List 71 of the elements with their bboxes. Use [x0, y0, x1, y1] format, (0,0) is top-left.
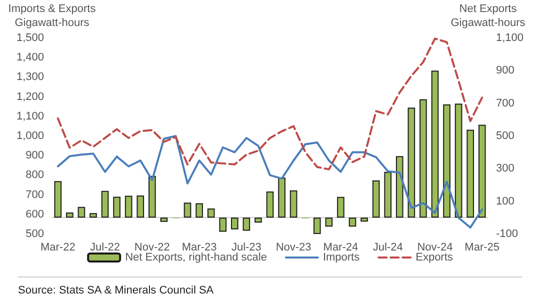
- bar: [454, 104, 462, 218]
- bar: [466, 130, 474, 218]
- legend-label: Exports: [416, 252, 454, 264]
- bar: [242, 218, 250, 231]
- y-tick-label: 800: [26, 169, 44, 182]
- x-tick-label: Jul-22: [90, 242, 120, 254]
- bar: [196, 203, 203, 218]
- x-tick-label: Jul-24: [372, 242, 403, 254]
- x-tick-label: Jul-23: [231, 242, 262, 254]
- bar: [420, 99, 427, 218]
- bar: [54, 181, 62, 218]
- y-tick-label: 900: [26, 150, 44, 162]
- y2-tick-label: 300: [496, 162, 514, 175]
- bar: [266, 192, 274, 218]
- bar: [184, 202, 192, 218]
- bar: [372, 180, 380, 218]
- bar: [384, 172, 392, 218]
- source-note: Source: Stats SA & Minerals Council SA: [18, 284, 214, 296]
- y-tick-label: 1,400: [16, 52, 44, 64]
- bar: [219, 218, 227, 232]
- x-tick-label: Nov-24: [417, 242, 453, 254]
- bar: [66, 212, 74, 218]
- line-series: [56, 135, 484, 229]
- bar: [254, 218, 262, 223]
- y-tick-label: 1,100: [16, 110, 44, 122]
- y-axis-title: Imports & Exports Gigawatt-hours: [8, 3, 96, 29]
- legend-label: Imports: [322, 252, 360, 264]
- y-tick-label: 1,300: [16, 71, 44, 84]
- legend-label: Net Exports, right-hand scale: [125, 252, 267, 264]
- bar: [478, 124, 486, 218]
- bar: [290, 190, 298, 218]
- bar: [313, 218, 321, 234]
- x-tick-label: Mar-22: [40, 242, 76, 254]
- bar: [348, 218, 356, 227]
- bar: [325, 218, 333, 227]
- bar: [160, 218, 168, 222]
- y2-tick-label: 500: [496, 130, 514, 142]
- x-tick-label: Mar-25: [464, 242, 500, 254]
- y-tick-label: 500: [26, 228, 44, 240]
- x-tick-label: Nov-23: [276, 242, 312, 254]
- bar: [90, 213, 97, 218]
- bar: [443, 104, 450, 218]
- bar: [230, 218, 238, 230]
- y-tick-label: 1,500: [16, 32, 44, 44]
- bar: [408, 108, 416, 218]
- bar: [136, 195, 144, 218]
- y2-tick-label: 700: [496, 97, 514, 110]
- y2-axis-title: Net Exports Gigawatt-hours: [450, 3, 526, 29]
- bar: [124, 196, 132, 218]
- line-series: [56, 38, 484, 170]
- x-tick-label: Nov-22: [134, 242, 170, 254]
- bar: [396, 156, 404, 218]
- y2-tick-label: -100: [496, 228, 518, 240]
- y-tick-label: 1,000: [16, 130, 44, 142]
- bar: [337, 196, 344, 218]
- y2-tick-label: 900: [496, 64, 514, 77]
- bar: [207, 208, 215, 218]
- y2-tick-label: 1,100: [496, 32, 524, 44]
- y-tick-label: 1,200: [16, 90, 44, 103]
- bar: [431, 70, 439, 218]
- bar: [78, 206, 86, 218]
- y-tick-label: 600: [26, 208, 44, 220]
- x-tick-label: Mar-24: [323, 242, 358, 254]
- y2-tick-label: 100: [496, 195, 514, 208]
- y-tick-label: 700: [26, 188, 44, 201]
- bar: [113, 196, 120, 218]
- bar: [148, 176, 156, 218]
- x-tick-label: Mar-23: [182, 242, 217, 254]
- bar: [101, 190, 109, 218]
- bar: [278, 178, 286, 218]
- bar: [360, 218, 368, 222]
